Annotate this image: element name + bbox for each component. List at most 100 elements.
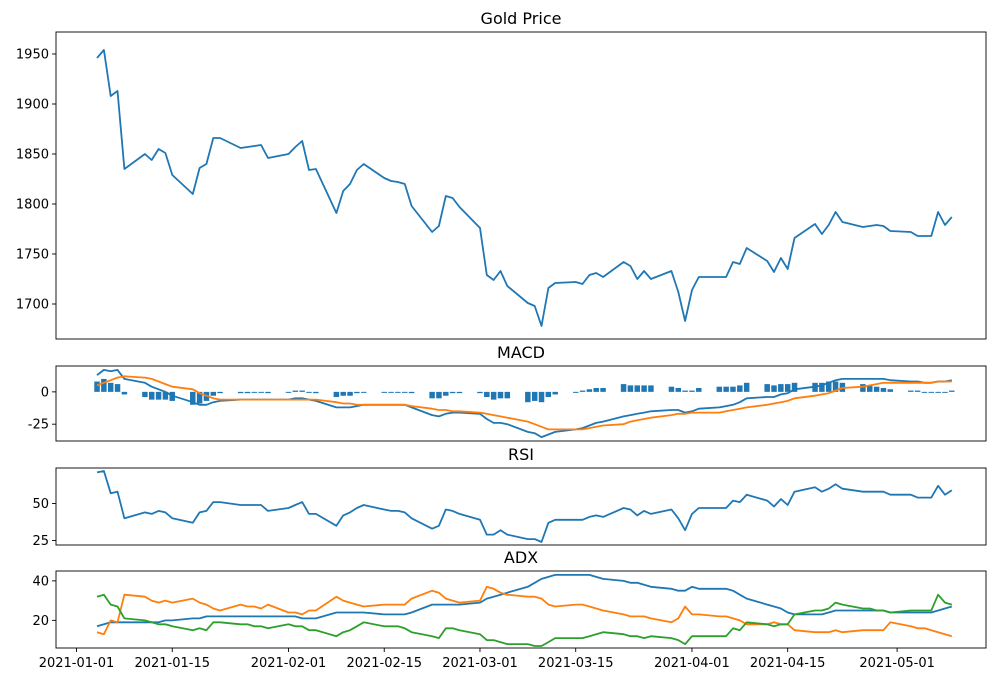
adx-xtick-label: 2021-03-15 (538, 656, 614, 671)
macd-hist-bar (388, 391, 394, 393)
macd-hist-bar (949, 390, 955, 392)
macd-hist-bar (258, 391, 264, 393)
macd-hist-bar (545, 391, 552, 398)
macd-hist-bar (354, 391, 360, 394)
macd-hist-bar (784, 384, 791, 392)
macd-frame (55, 365, 987, 442)
macd-hist-bar (217, 391, 223, 394)
macd-hist-bar (538, 391, 545, 403)
macd-hist-bar (579, 390, 586, 392)
macd-hist-bar (114, 384, 121, 392)
macd-hist-bar (244, 391, 251, 394)
macd-hist-bar (210, 391, 217, 396)
macd-hist-bar (162, 391, 169, 400)
macd-hist-bar (265, 391, 271, 394)
gold-price-title: Gold Price (481, 9, 562, 28)
macd-hist-bar (381, 391, 387, 393)
macd-hist-bar (552, 391, 558, 395)
macd-hist-bar (292, 390, 299, 392)
adx-panel: ADX 20 40 2021-01-01 2021-01-15 2021-02-01 202… (32, 548, 987, 671)
macd-hist-bar (867, 385, 873, 392)
rsi-panel: RSI 25 50 (32, 445, 987, 549)
macd-hist-bar (333, 391, 340, 398)
macd-hist-bar (429, 391, 435, 399)
macd-hist-bar (593, 387, 599, 392)
macd-hist-bar (477, 391, 483, 394)
gold-price-marks (96, 49, 953, 327)
macd-hist-bar (627, 385, 634, 392)
macd-hist-bar (251, 391, 258, 393)
macd-hist-bar (634, 385, 640, 392)
macd-hist-bar (689, 390, 695, 392)
macd-hist-bar (696, 387, 702, 392)
gold-price-ytick-label: 1900 (16, 98, 49, 113)
adx-xtick-label: 2021-02-15 (346, 656, 422, 671)
macd-hist-bar (531, 391, 538, 401)
macd-ytick-label: -25 (28, 418, 49, 433)
macd-hist-bar (730, 386, 736, 392)
macd-title: MACD (497, 343, 545, 362)
macd-hist-bar (860, 384, 866, 392)
macd-hist-bar (347, 391, 353, 396)
gold-price-ytick-label: 1700 (16, 298, 49, 313)
macd-hist-bar (340, 391, 346, 396)
gold-price-ytick-label: 1750 (16, 248, 49, 263)
gold-price-ytick-label: 1800 (16, 198, 49, 213)
macd-hist-bar (449, 391, 456, 394)
macd-hist-bar (94, 381, 100, 392)
macd-hist-bar (285, 391, 292, 393)
macd-hist-bar (935, 391, 941, 393)
rsi-marks (96, 470, 953, 543)
macd-panel: MACD -25 0 (28, 343, 987, 442)
macd-hist-bar (921, 391, 928, 393)
macd-hist-bar (490, 391, 497, 400)
macd-hist-bar (887, 389, 893, 392)
macd-hist-bar (497, 391, 504, 399)
adx-xtick-label: 2021-02-01 (251, 656, 327, 671)
macd-hist-bar (641, 385, 647, 392)
macd-hist-bar (764, 384, 770, 392)
adx-series-3-line (96, 593, 953, 647)
macd-hist-bar (942, 391, 948, 393)
macd-hist-bar (395, 391, 401, 393)
macd-hist-bar (778, 384, 784, 392)
macd-hist-bar (873, 386, 880, 392)
macd-hist-bar (360, 391, 367, 393)
macd-hist-bar (190, 391, 196, 405)
macd-hist-bar (716, 386, 723, 392)
macd-hist-bar (620, 384, 627, 392)
macd-hist-bar (484, 391, 490, 398)
adx-series-1-line (96, 574, 953, 628)
gold-price-ytick-label: 1850 (16, 148, 49, 163)
macd-hist-bar (771, 385, 777, 392)
macd-hist-bar (600, 387, 606, 392)
adx-marks (96, 574, 953, 647)
macd-hist-bar (819, 382, 825, 392)
macd-ytick-label: 0 (41, 385, 49, 400)
adx-frame (55, 570, 987, 649)
macd-hist-bar (107, 382, 114, 392)
macd-hist-bar (675, 387, 682, 392)
gold-price-ytick-label: 1950 (16, 48, 49, 63)
macd-hist-bar (928, 391, 935, 393)
macd-hist-bar (299, 390, 305, 392)
adx-title: ADX (504, 548, 538, 567)
macd-hist-bar (101, 378, 107, 392)
adx-xtick-label: 2021-03-01 (442, 656, 518, 671)
macd-hist-bar (723, 386, 729, 392)
macd-hist-bar (121, 391, 128, 395)
macd-hist-bar (525, 391, 531, 403)
macd-hist-bar (572, 391, 579, 393)
gold-price-series-1-line (96, 49, 953, 327)
macd-hist-bar (408, 391, 415, 394)
macd-series-2-line (96, 375, 952, 431)
gold-price-panel: Gold Price 1700 1750 1800 1850 1900 1950 (16, 9, 987, 340)
adx-ytick-label: 20 (32, 614, 49, 629)
macd-hist-bar (142, 391, 148, 398)
macd-hist-bar (668, 386, 675, 392)
macd-hist-bar (155, 391, 162, 400)
macd-hist-bar (737, 385, 743, 392)
adx-xtick-label: 2021-04-01 (654, 656, 730, 671)
adx-xtick-label: 2021-01-15 (134, 656, 210, 671)
